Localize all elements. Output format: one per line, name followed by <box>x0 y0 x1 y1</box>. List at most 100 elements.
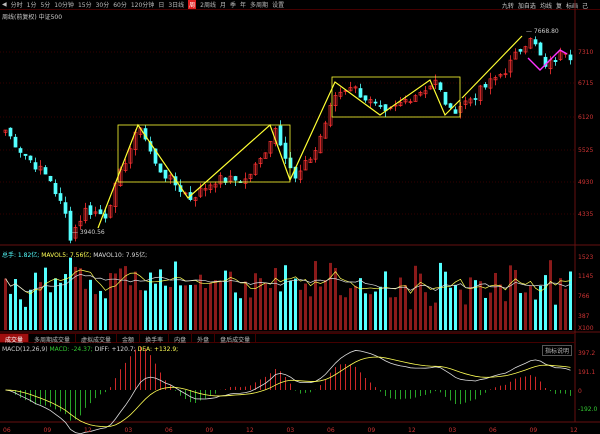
candle <box>528 38 533 49</box>
candle <box>68 210 73 241</box>
volume-bar <box>239 298 242 330</box>
candle <box>43 167 48 175</box>
volume-bar <box>349 288 352 330</box>
volume-bar <box>564 288 567 330</box>
price-tick: 6715 <box>578 80 594 87</box>
period-4[interactable]: 15分 <box>77 2 92 9</box>
volume-bar <box>24 306 27 330</box>
candle <box>468 98 473 104</box>
period-11[interactable]: 2周线 <box>200 2 216 9</box>
volume-bar <box>139 290 142 330</box>
candle <box>493 77 498 81</box>
period-1[interactable]: 1分 <box>26 2 37 9</box>
volume-bar <box>519 293 522 330</box>
period-9[interactable]: 3日线 <box>168 2 185 9</box>
candle <box>368 99 373 104</box>
volume-bar <box>189 284 192 330</box>
indicator-help-button[interactable]: 指标说明 <box>542 345 573 356</box>
candle <box>13 136 18 148</box>
period-16[interactable]: 设置 <box>272 2 285 9</box>
tab-4[interactable]: 换手率 <box>140 334 170 344</box>
tab-7[interactable]: 盘后成交量 <box>215 334 257 344</box>
volume-bar <box>114 273 117 330</box>
trend-line-pink <box>527 49 568 71</box>
volume-bar <box>79 268 82 330</box>
volume-bar <box>244 281 247 330</box>
period-12[interactable]: 月 <box>220 2 227 9</box>
candle <box>218 175 223 185</box>
tool-4[interactable]: 标画 <box>565 3 578 10</box>
volume-bar <box>9 293 12 330</box>
candle <box>538 42 543 56</box>
volume-bar <box>144 290 147 330</box>
volume-tick: 387 <box>578 313 590 320</box>
volume-tick: 1523 <box>578 254 594 261</box>
candle <box>478 85 483 101</box>
candle <box>48 175 53 182</box>
period-13[interactable]: 季 <box>230 2 237 9</box>
candle <box>543 56 548 67</box>
volume-bar <box>179 285 182 330</box>
candle <box>98 209 103 215</box>
time-tick: 06 <box>489 427 497 434</box>
period-0[interactable]: 分时 <box>10 2 23 9</box>
tool-2[interactable]: 均线 <box>539 3 552 10</box>
tab-3[interactable]: 金额 <box>117 334 141 344</box>
volume-bar <box>84 288 87 330</box>
candle <box>413 95 418 102</box>
macd-legend: MACD(12,26,9) MACD: -24.37; DIFF: +120.7… <box>2 346 178 353</box>
candle <box>398 101 403 107</box>
tab-1[interactable]: 多周期成交量 <box>29 334 77 344</box>
candle <box>508 59 513 73</box>
tool-5[interactable]: 己 <box>581 3 588 10</box>
price-tick: 4335 <box>578 211 594 218</box>
volume-bar <box>429 305 432 330</box>
candle <box>208 184 213 190</box>
candle <box>203 188 208 191</box>
candle <box>483 84 488 88</box>
tab-0[interactable]: 成交量 <box>0 334 30 344</box>
candle <box>568 54 573 61</box>
tab-5[interactable]: 内盘 <box>169 334 193 344</box>
volume-bar <box>309 296 312 330</box>
tool-3[interactable]: 复 <box>555 3 562 10</box>
volume-bar <box>479 281 482 330</box>
back-icon[interactable]: ◀ <box>2 1 7 8</box>
period-7[interactable]: 120分钟 <box>130 2 155 9</box>
candle <box>78 220 83 227</box>
candle <box>288 157 293 169</box>
period-14[interactable]: 年 <box>240 2 247 9</box>
tool-0[interactable]: 九转 <box>501 3 514 10</box>
period-8[interactable]: 日 <box>158 2 165 9</box>
candle <box>378 105 383 107</box>
price-tick: 6120 <box>578 114 594 121</box>
period-2[interactable]: 5分 <box>40 2 51 9</box>
candle <box>513 51 518 60</box>
candle <box>28 155 33 161</box>
period-15[interactable]: 多周期 <box>250 2 269 9</box>
candle <box>553 60 558 62</box>
tab-6[interactable]: 外盘 <box>192 334 216 344</box>
macd-name: MACD(12,26,9) <box>2 346 48 353</box>
volume-bar <box>414 265 417 330</box>
volume-bar <box>359 278 362 330</box>
volume-bar <box>289 280 292 330</box>
time-tick: 09 <box>205 427 214 434</box>
volume-bar <box>19 299 22 330</box>
tool-1[interactable]: 加自选 <box>517 3 536 10</box>
period-6[interactable]: 60分 <box>113 2 127 9</box>
tab-2[interactable]: 虚拟成交量 <box>76 334 118 344</box>
volume-bar <box>544 275 547 330</box>
candle <box>363 95 368 101</box>
period-5[interactable]: 30分 <box>95 2 110 9</box>
period-10[interactable]: 周 <box>188 0 197 9</box>
indicator-tabs: 成交量 多周期成交量 虚拟成交量 金额 换手率 内盘 外盘 盘后成交量 <box>0 333 575 344</box>
dea-value: DEA: +132.9; <box>137 346 179 353</box>
period-3[interactable]: 10分钟 <box>54 2 74 9</box>
consolidation-box <box>331 76 461 118</box>
candle <box>298 170 303 180</box>
volume-bar <box>64 274 67 330</box>
trend-line <box>461 35 523 99</box>
candle <box>228 175 233 182</box>
